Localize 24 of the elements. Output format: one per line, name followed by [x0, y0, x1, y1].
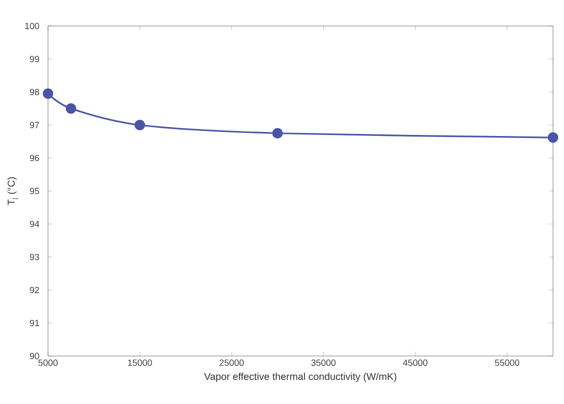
x-tick-label: 25000 — [220, 360, 244, 366]
x-tick-label: 15000 — [128, 360, 152, 366]
x-tick-label: 5000 — [38, 360, 58, 366]
point — [134, 120, 146, 130]
y-tick-label: 93 — [30, 254, 40, 260]
y-tick-label: 95 — [30, 188, 40, 194]
y-tick-label: 92 — [30, 286, 40, 294]
y-tick-label: 97 — [30, 122, 40, 128]
y-tick-label: 94 — [30, 220, 40, 228]
x-tick-label: 55000 — [494, 360, 520, 366]
y-tick-label: 99 — [30, 56, 40, 62]
y-tick-label: 91 — [30, 320, 40, 326]
y-tick-label: 100 — [25, 22, 40, 30]
point — [42, 88, 54, 99]
y-tick-label: 90 — [30, 352, 40, 360]
point — [66, 103, 76, 114]
point — [272, 128, 283, 139]
y-axis-title: T$_{j}$ (°C) — [7, 177, 18, 206]
x-tick-label: 35000 — [311, 360, 336, 366]
point — [548, 132, 558, 143]
y-tick-label: 98 — [30, 88, 40, 96]
x-axis-title: Vapor effective thermal conductivity (W/mK) — [204, 372, 396, 382]
y-tick-label: 96 — [30, 154, 40, 162]
x-tick-label: 45000 — [403, 360, 428, 366]
